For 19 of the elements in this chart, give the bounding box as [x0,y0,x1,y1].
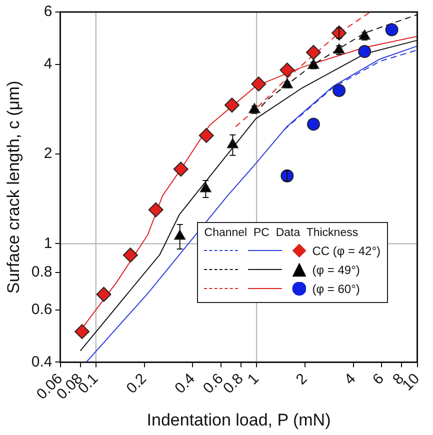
y-tick-label: 0.8 [31,264,52,281]
x-tick-label: 0.2 [123,370,150,398]
x-tick-label: 6 [369,370,388,388]
y-axis-title: Surface crack length, c (μm) [4,80,23,294]
x-tick-label: 0.4 [172,370,198,398]
x-axis-title: Indentation load, P (mN) [146,410,331,430]
y-tick-label: 1 [44,234,52,252]
x-tick-label: 2 [292,370,311,388]
legend-title: Channel PC Data Thickness [204,227,360,240]
legend-label: (φ = 49°) [312,262,360,277]
legend-label: CC (φ = 42°) [312,244,381,258]
y-tick-label: 2 [44,145,52,162]
y-tick-label: 0.4 [31,353,52,370]
legend-label: (φ = 60°) [312,282,360,296]
x-tick-label: 1 [244,370,262,388]
y-tick-label: 6 [44,3,52,20]
y-tick-label: 4 [44,56,52,73]
x-tick-label: 4 [341,370,360,388]
y-tick-label: 0.6 [31,300,52,318]
